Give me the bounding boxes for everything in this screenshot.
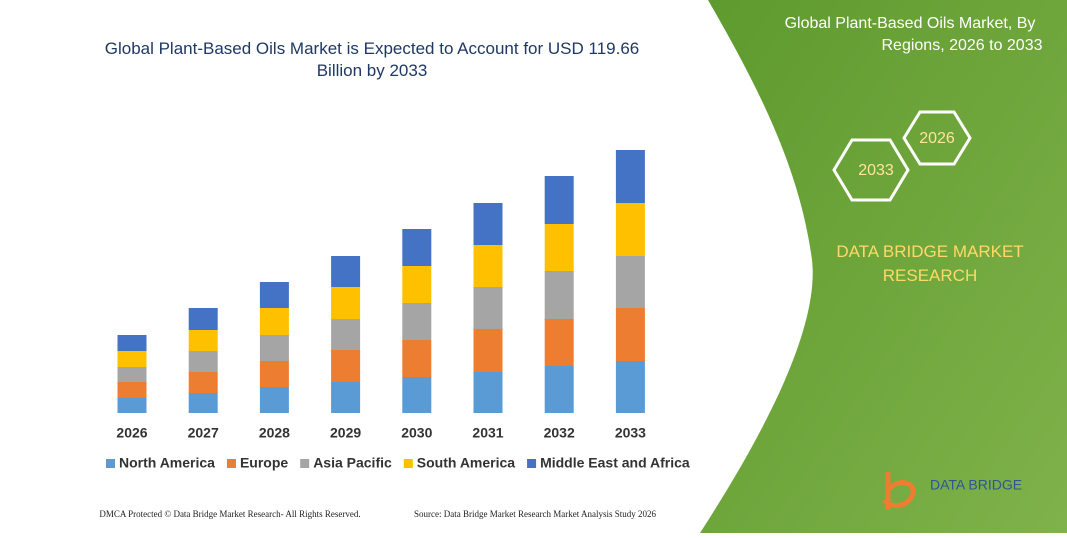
bar-segment: [615, 256, 645, 308]
hex-label: 2026: [919, 130, 955, 147]
x-tick-label: 2032: [544, 425, 575, 441]
legend-label: Asia Pacific: [313, 455, 392, 471]
bar-segment: [259, 335, 289, 361]
bar-segment: [544, 366, 574, 413]
chart-title: Global Plant-Based Oils Market is Expect…: [105, 39, 640, 80]
bar-segment: [615, 203, 645, 256]
bar-segment: [188, 308, 218, 330]
bar-segment: [188, 351, 218, 372]
legend-swatch: [300, 459, 310, 468]
bar-segment: [117, 351, 147, 367]
bar-segment: [544, 176, 574, 224]
footer-right: Source: Data Bridge Market Research Mark…: [414, 509, 656, 519]
hexagon: [832, 138, 910, 202]
bar-segment: [331, 319, 361, 350]
legend-swatch: [403, 459, 413, 468]
hex-label: 2033: [858, 162, 894, 179]
legend-swatch: [527, 459, 537, 468]
bar-segment: [117, 398, 147, 413]
legend-swatch: [106, 459, 115, 468]
bar-segment: [259, 282, 289, 308]
x-tick-label: 2029: [330, 425, 361, 441]
bar-segment: [615, 308, 645, 361]
bar-segment: [331, 382, 361, 413]
bar-segment: [402, 303, 432, 340]
logo-text: DATA BRIDGE: [930, 477, 1022, 493]
legend-label: Europe: [240, 455, 288, 471]
bar-segment: [473, 203, 503, 245]
x-tick-label: 2033: [615, 425, 646, 441]
bar-segment: [402, 229, 432, 266]
logo-mark: [882, 472, 916, 510]
bar-segment: [117, 367, 147, 382]
legend-swatch: [226, 459, 236, 468]
brand: DATA BRIDGE MARKET RESEARCH: [836, 242, 1023, 285]
x-tick-label: 2028: [259, 425, 290, 441]
bar-segment: [402, 377, 432, 413]
bar-segment: [117, 335, 147, 351]
bar-segment: [402, 266, 432, 303]
bar-segment: [188, 393, 218, 413]
bar-segment: [402, 340, 432, 377]
bar-segment: [117, 382, 147, 398]
bar-segment: [615, 361, 645, 413]
bar-segment: [331, 287, 361, 319]
hexagon: [902, 110, 972, 166]
x-tick-label: 2027: [188, 425, 219, 441]
legend-label: Middle East and Africa: [540, 455, 690, 471]
bar-segment: [473, 372, 503, 413]
bar-segment: [473, 329, 503, 372]
bar-segment: [259, 387, 289, 413]
x-tick-label: 2030: [401, 425, 432, 441]
bar-segment: [188, 330, 218, 351]
bar-segment: [188, 372, 218, 393]
bar-segment: [615, 150, 645, 203]
bar-segment: [259, 361, 289, 387]
panel-title: Global Plant-Based Oils Market, By Region…: [785, 15, 1043, 54]
bar-segment: [331, 350, 361, 382]
x-tick-label: 2026: [116, 425, 147, 441]
legend-label: North America: [119, 455, 215, 471]
legend-label: South America: [417, 455, 515, 471]
bar-segment: [544, 224, 574, 271]
bar-segment: [331, 256, 361, 287]
x-tick-label: 2031: [472, 425, 503, 441]
green-panel: [700, 0, 1067, 533]
bar-segment: [473, 287, 503, 329]
bar-segment: [544, 271, 574, 319]
bar-segment: [259, 308, 289, 335]
bar-segment: [473, 245, 503, 287]
bar-segment: [544, 319, 574, 366]
footer-left: DMCA Protected © Data Bridge Market Rese…: [99, 509, 360, 519]
